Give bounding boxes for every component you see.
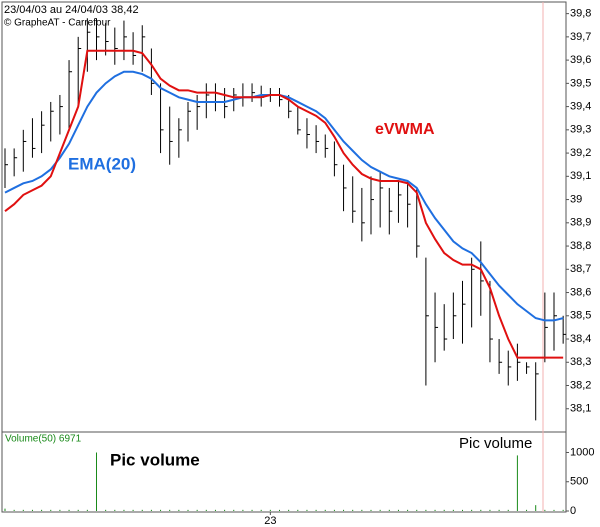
y-tick-label: 39 [570, 193, 582, 205]
y-tick-label: 0 [570, 505, 576, 517]
y-tick-label: 38,1 [570, 403, 591, 415]
indicator-line [4, 49, 564, 359]
chart-subtitle: © GrapheAT - Carrefour [4, 18, 111, 29]
volume-title: Volume(50) 6971 [5, 434, 82, 445]
y-tick-label: 38,8 [570, 240, 591, 252]
y-tick-label: 38,3 [570, 356, 591, 368]
x-tick-label: 23 [264, 515, 276, 527]
y-tick-label: 38,4 [570, 333, 591, 345]
y-tick-label: 38,9 [570, 217, 591, 229]
annotation: Pic volume [110, 450, 200, 469]
y-tick-label: 39,1 [570, 170, 591, 182]
y-tick-label: 38,6 [570, 286, 591, 298]
y-tick-label: 38,7 [570, 263, 591, 275]
y-tick-label: 39,6 [570, 54, 591, 66]
annotation: Pic volume [459, 435, 532, 452]
ema-label: EMA(20) [68, 154, 136, 173]
indicator-line [4, 70, 564, 322]
y-tick-label: 39,7 [570, 31, 591, 43]
y-tick-label: 39,4 [570, 101, 591, 113]
chart-title: 23/04/03 au 24/04/03 38,42 [4, 4, 139, 16]
y-tick-label: 39,8 [570, 8, 591, 20]
y-tick-label: 38,2 [570, 379, 591, 391]
y-tick-label: 38,5 [570, 310, 591, 322]
y-tick-label: 500 [570, 476, 588, 488]
y-tick-label: 1000 [570, 446, 594, 458]
evwma-label: eVWMA [375, 121, 435, 138]
y-tick-label: 39,3 [570, 124, 591, 136]
y-tick-label: 39,5 [570, 77, 591, 89]
y-tick-label: 39,2 [570, 147, 591, 159]
price-panel [1, 1, 567, 433]
